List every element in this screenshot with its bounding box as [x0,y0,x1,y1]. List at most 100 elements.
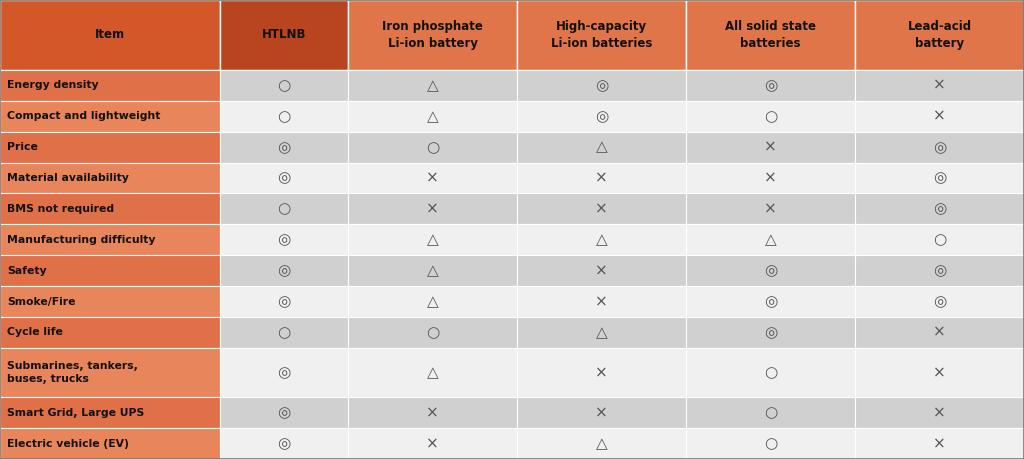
Text: △: △ [765,232,776,247]
Bar [686,428,855,459]
Bar [220,162,348,194]
Text: ◎: ◎ [764,263,777,278]
Bar [517,101,686,132]
Text: High-capacity
Li-ion batteries: High-capacity Li-ion batteries [551,20,652,50]
Bar [220,255,348,286]
Bar [0,348,220,397]
Bar [0,101,220,132]
Text: ×: × [426,436,439,451]
Bar [220,132,348,162]
Bar [517,255,686,286]
Text: △: △ [427,78,438,93]
Text: Price: Price [7,142,38,152]
Text: ◎: ◎ [278,232,291,247]
Text: ◎: ◎ [764,294,777,309]
Text: Safety: Safety [7,266,47,276]
Bar [348,255,517,286]
Bar [517,162,686,194]
Bar [220,348,348,397]
Bar [220,397,348,428]
Text: ◎: ◎ [933,294,946,309]
Bar [348,224,517,255]
Text: ×: × [595,202,608,216]
Bar [686,162,855,194]
Bar [0,428,220,459]
Bar [220,286,348,317]
Bar [855,162,1024,194]
Bar [348,286,517,317]
Bar [0,255,220,286]
Bar [348,0,517,70]
Bar [686,0,855,70]
Text: Electric vehicle (EV): Electric vehicle (EV) [7,438,129,448]
Text: ×: × [426,171,439,185]
Bar [855,428,1024,459]
Bar [686,101,855,132]
Bar [517,428,686,459]
Bar [220,70,348,101]
Bar [0,286,220,317]
Text: △: △ [427,263,438,278]
Text: ×: × [933,109,946,124]
Bar [348,194,517,224]
Text: △: △ [596,140,607,155]
Text: ◎: ◎ [278,294,291,309]
Text: △: △ [427,109,438,124]
Text: ◎: ◎ [278,405,291,420]
Bar [686,255,855,286]
Text: Energy density: Energy density [7,80,98,90]
Text: ◎: ◎ [278,365,291,380]
Bar [517,0,686,70]
Text: ×: × [933,436,946,451]
Text: Smart Grid, Large UPS: Smart Grid, Large UPS [7,408,144,418]
Bar [517,132,686,162]
Bar [220,101,348,132]
Bar [0,70,220,101]
Bar [517,70,686,101]
Text: Submarines, tankers,
buses, trucks: Submarines, tankers, buses, trucks [7,361,138,384]
Text: ◎: ◎ [278,436,291,451]
Bar [348,317,517,348]
Bar [855,317,1024,348]
Bar [686,224,855,255]
Bar [517,224,686,255]
Text: Smoke/Fire: Smoke/Fire [7,297,76,307]
Text: ○: ○ [764,405,777,420]
Bar [855,397,1024,428]
Bar [348,70,517,101]
Bar [855,101,1024,132]
Text: Cycle life: Cycle life [7,327,63,337]
Bar [220,194,348,224]
Text: BMS not required: BMS not required [7,204,115,214]
Text: All solid state
batteries: All solid state batteries [725,20,816,50]
Bar [220,428,348,459]
Bar [0,132,220,162]
Text: △: △ [427,365,438,380]
Bar [220,224,348,255]
Bar [348,101,517,132]
Bar [220,0,348,70]
Bar [517,194,686,224]
Text: △: △ [596,232,607,247]
Text: ×: × [933,365,946,380]
Text: ◎: ◎ [595,78,608,93]
Bar [348,348,517,397]
Text: ×: × [764,171,777,185]
Text: ◎: ◎ [933,171,946,185]
Bar [0,224,220,255]
Text: ○: ○ [278,325,291,340]
Bar [0,397,220,428]
Text: ○: ○ [764,365,777,380]
Text: ◎: ◎ [933,263,946,278]
Text: Manufacturing difficulty: Manufacturing difficulty [7,235,156,245]
Bar [0,0,220,70]
Text: HTLNB: HTLNB [262,28,306,41]
Text: ×: × [764,202,777,216]
Text: ◎: ◎ [278,140,291,155]
Text: ◎: ◎ [933,202,946,216]
Bar [686,70,855,101]
Text: ◎: ◎ [595,109,608,124]
Bar [855,348,1024,397]
Text: ×: × [595,263,608,278]
Text: ×: × [764,140,777,155]
